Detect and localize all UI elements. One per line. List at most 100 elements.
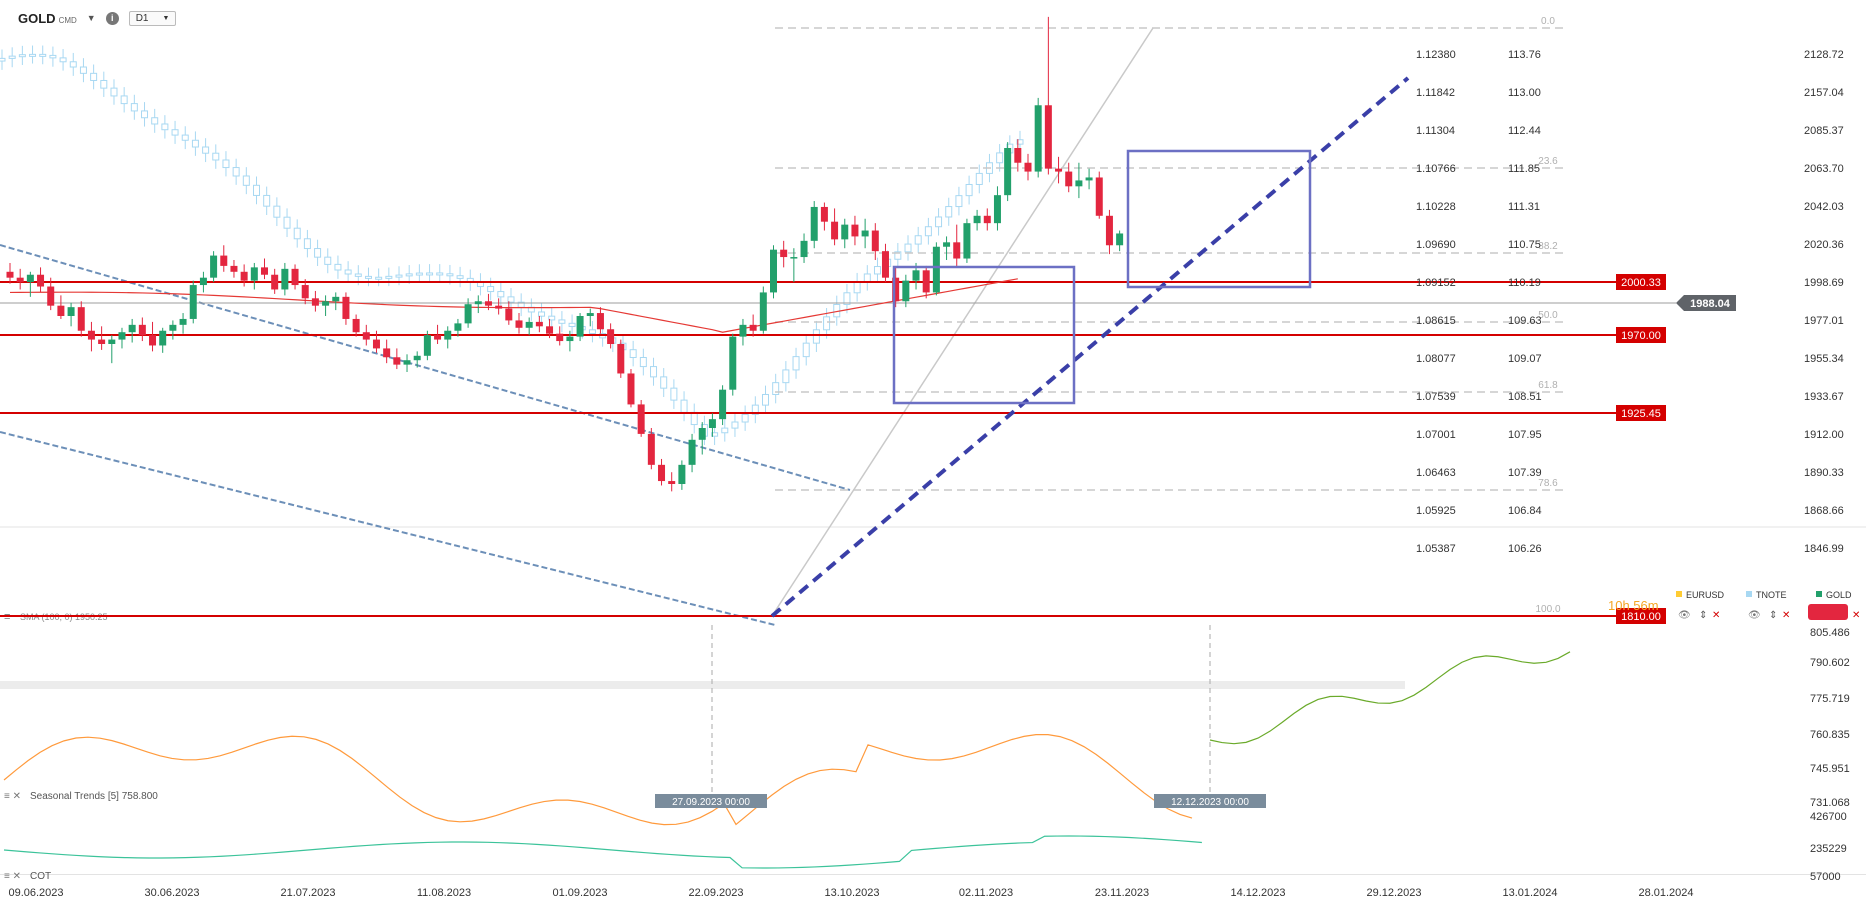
tnote-scale-label: 106.84 bbox=[1508, 505, 1542, 517]
symbol-dropdown-chevron-icon[interactable]: ▼ bbox=[86, 13, 96, 23]
candle-bearish bbox=[37, 274, 45, 287]
cot-line bbox=[3, 835, 1202, 869]
candle-bearish bbox=[291, 268, 299, 286]
gold-scale-label: 2157.04 bbox=[1804, 87, 1844, 99]
shadow-candle bbox=[812, 329, 820, 344]
shadow-candle bbox=[924, 226, 932, 237]
shadow-candle bbox=[487, 286, 495, 293]
price-level-tag[interactable] bbox=[1616, 327, 1666, 343]
eurusd-scale-label: 1.09690 bbox=[1416, 239, 1456, 251]
consolidation-box[interactable] bbox=[1126, 149, 1312, 289]
remove-close-icon[interactable]: ✕ bbox=[1712, 610, 1720, 621]
current-price-tag[interactable] bbox=[1676, 295, 1736, 311]
fibonacci-retracement[interactable]: 0.0 23.6 38.2 50.0 61.8 78.6 100.0 bbox=[771, 16, 1568, 617]
timeframe-select[interactable]: D1 ▼ bbox=[128, 10, 177, 26]
legend-color-swatch bbox=[1746, 591, 1752, 597]
candle-bullish bbox=[118, 332, 126, 340]
consolidation-box[interactable] bbox=[892, 265, 1076, 405]
eurusd-scale-label: 1.05387 bbox=[1416, 543, 1456, 555]
shadow-candle bbox=[965, 183, 973, 197]
gold-scale-label: 1998.69 bbox=[1804, 277, 1844, 289]
shadow-candle bbox=[721, 427, 729, 434]
drawing-objects[interactable] bbox=[770, 76, 1410, 618]
crosshair-time-label: 27.09.2023 00:00 bbox=[672, 797, 750, 808]
visibility-eye-icon[interactable]: 👁 bbox=[1748, 610, 1761, 621]
candle-bullish bbox=[67, 307, 75, 316]
shadow-candle bbox=[273, 205, 281, 218]
candle-bearish bbox=[668, 481, 676, 484]
channel-lower-line[interactable] bbox=[0, 431, 776, 626]
shadow-candle bbox=[130, 103, 138, 112]
remove-close-icon[interactable]: ✕ bbox=[1782, 610, 1790, 621]
candle-bullish bbox=[281, 268, 289, 290]
candle-bullish bbox=[210, 255, 218, 278]
crosshair-time-label: 12.12.2023 00:00 bbox=[1171, 797, 1249, 808]
pane-separator bbox=[0, 681, 1405, 689]
reorder-arrows-icon[interactable]: ⇕ bbox=[1699, 610, 1707, 621]
candle-bullish bbox=[179, 318, 187, 325]
shadow-candle bbox=[324, 256, 332, 265]
shadow-candle bbox=[314, 248, 322, 258]
time-axis[interactable]: 09.06.2023 30.06.2023 21.07.2023 11.08.2023… bbox=[8, 887, 1693, 899]
eurusd-scale-label: 1.10228 bbox=[1416, 201, 1456, 213]
symbol-legend[interactable]: EURUSD👁⇕✕TNOTE👁⇕✕GOLD👁⇕✕ bbox=[1676, 590, 1860, 621]
reorder-arrows-icon[interactable]: ⇕ bbox=[1769, 610, 1777, 621]
seasonal-scale-label: 790.602 bbox=[1810, 657, 1850, 669]
candle-bullish bbox=[943, 242, 951, 247]
symbol-name[interactable]: GOLD CMD bbox=[18, 10, 77, 26]
candle-bullish bbox=[454, 323, 462, 331]
price-scale[interactable]: 1.12380 113.76 2128.72 1.11842 113.00 2157.04… bbox=[1416, 49, 1844, 613]
shadow-candle bbox=[507, 296, 515, 303]
shadow-candle bbox=[792, 356, 800, 371]
candle-bearish bbox=[372, 339, 380, 349]
channel-upper-line[interactable] bbox=[0, 244, 851, 491]
time-axis-label: 29.12.2023 bbox=[1366, 887, 1421, 899]
shadow-candle bbox=[375, 276, 383, 280]
candle-bullish bbox=[444, 330, 452, 340]
legend-symbol-name[interactable]: EURUSD bbox=[1686, 590, 1725, 600]
legend-symbol-name[interactable]: TNOTE bbox=[1756, 590, 1787, 600]
candle-bullish bbox=[199, 277, 207, 286]
indicator-menu-icon[interactable]: ≡ ✕ bbox=[4, 871, 21, 882]
price-level-tag[interactable] bbox=[1616, 405, 1666, 421]
candle-bearish bbox=[831, 221, 839, 240]
seasonal-trends-panel[interactable]: 805.486 790.602 775.719 760.835 745.951 731.0… bbox=[3, 625, 1850, 826]
shadow-candle bbox=[894, 251, 902, 260]
symbol-suffix: CMD bbox=[58, 15, 77, 25]
candle-bearish bbox=[220, 255, 228, 266]
eurusd-scale-label: 1.06463 bbox=[1416, 467, 1456, 479]
candle-bearish bbox=[505, 308, 513, 321]
indicator-menu-icon[interactable]: ≡ ✕ bbox=[4, 791, 21, 802]
candle-bearish bbox=[138, 324, 146, 336]
gold-scale-label: 1890.33 bbox=[1804, 467, 1844, 479]
remove-close-icon[interactable]: ✕ bbox=[1852, 610, 1860, 621]
price-level-label: 1810.00 bbox=[1621, 611, 1661, 623]
legend-symbol-name[interactable]: GOLD bbox=[1826, 590, 1852, 600]
descending-channel[interactable] bbox=[0, 244, 851, 626]
info-icon[interactable]: i bbox=[105, 11, 119, 25]
fib-base-line[interactable] bbox=[771, 27, 1154, 617]
price-level-tag[interactable] bbox=[1616, 274, 1666, 290]
shadow-candle bbox=[364, 275, 372, 279]
active-symbol-tag[interactable] bbox=[1808, 604, 1848, 620]
shadow-candle bbox=[945, 206, 953, 218]
shadow-candle bbox=[863, 273, 871, 283]
seasonal-future-line bbox=[1209, 651, 1571, 745]
price-level-tag[interactable] bbox=[1616, 608, 1666, 624]
horizontal-levels[interactable]: 2000.33 1970.00 1925.45 1810.00 1988.04 bbox=[0, 274, 1736, 624]
cot-indicator-label[interactable]: COT bbox=[30, 871, 51, 882]
seasonal-scale-label: 775.719 bbox=[1810, 693, 1850, 705]
candle-bearish bbox=[271, 274, 279, 290]
cot-panel[interactable]: 426700 235229 57000 ≡ ✕ COT bbox=[3, 811, 1847, 883]
candle-bullish bbox=[841, 224, 849, 240]
tnote-scale-label: 111.31 bbox=[1508, 201, 1540, 213]
seasonal-indicator-label[interactable]: Seasonal Trends [5] 758.800 bbox=[30, 791, 158, 802]
uptrend-line[interactable] bbox=[770, 76, 1410, 618]
gold-scale-label: 1868.66 bbox=[1804, 505, 1844, 517]
time-axis-label: 13.10.2023 bbox=[824, 887, 879, 899]
candle-bearish bbox=[1095, 177, 1103, 216]
cot-scale-label: 57000 bbox=[1810, 871, 1841, 883]
candle-bullish bbox=[586, 313, 594, 316]
visibility-eye-icon[interactable]: 👁 bbox=[1678, 610, 1691, 621]
